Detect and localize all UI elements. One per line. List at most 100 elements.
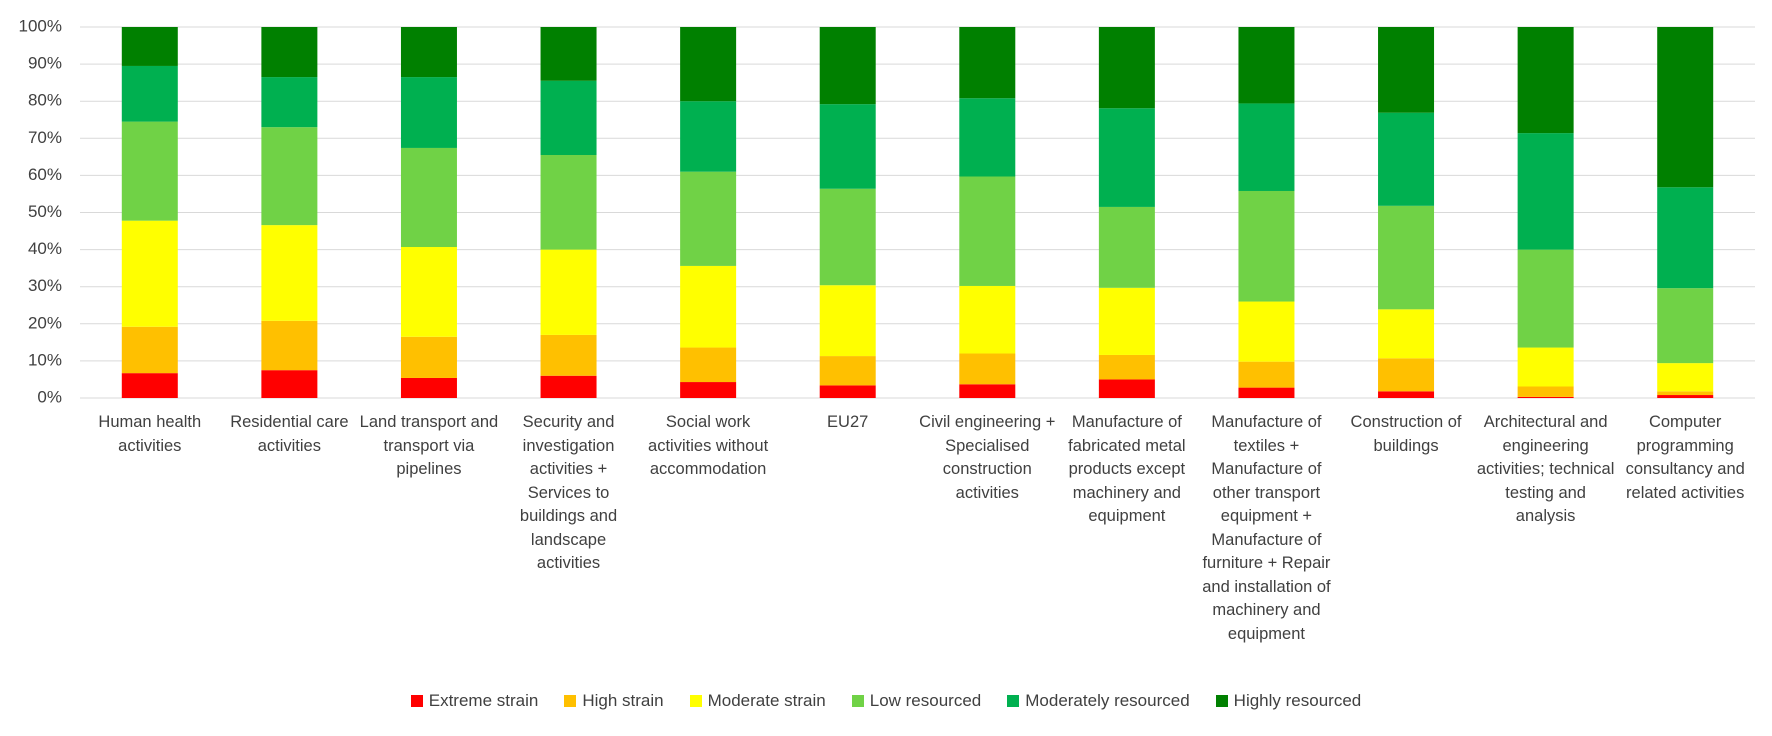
y-tick-label: 90%: [28, 54, 62, 73]
x-tick-label: Manufacture of textiles + Manufacture of…: [1202, 413, 1331, 643]
bar-segment: [121, 65, 178, 122]
legend-swatch: [1007, 695, 1020, 707]
bar-segment: [680, 382, 737, 398]
bar-segment: [1657, 187, 1714, 289]
bar-segment: [1098, 354, 1155, 380]
x-tick-label: Manufacture of fabricated metal products…: [1068, 413, 1186, 525]
bar-segment: [400, 377, 457, 398]
legend-label: Extreme strain: [428, 691, 539, 710]
bar-segment: [400, 247, 457, 337]
bar-segment: [1517, 27, 1574, 134]
bar-segment: [121, 121, 178, 221]
bar-segment: [261, 77, 318, 128]
legend-swatch: [564, 695, 577, 707]
x-tick-label: Computer programming consultancy and rel…: [1625, 413, 1745, 502]
bar-segment: [1378, 112, 1435, 206]
legend-swatch: [689, 695, 702, 707]
bar-segment: [121, 326, 178, 374]
bar-segment: [1378, 27, 1435, 113]
legend-item: Highly resourced: [1215, 691, 1362, 711]
bar-segment: [959, 353, 1016, 385]
bar-segment: [1238, 27, 1295, 104]
bar-segment: [1098, 206, 1155, 288]
legend-label: Moderate strain: [707, 691, 826, 710]
bar-segment: [1238, 301, 1295, 362]
bar-segment: [819, 188, 876, 286]
bar-segment: [1657, 288, 1714, 364]
x-tick-label: Architectural and engineering activities…: [1476, 413, 1615, 525]
legend-item: Extreme strain: [410, 691, 539, 711]
bar-segment: [1238, 387, 1295, 398]
bar-segment: [1657, 391, 1714, 396]
bar-segment: [959, 384, 1016, 398]
bar-segment: [959, 98, 1016, 177]
bar-segment: [1238, 190, 1295, 302]
legend-label: High strain: [582, 691, 664, 710]
y-tick-label: 30%: [28, 276, 62, 295]
bar-segment: [1238, 103, 1295, 191]
bar-segment: [261, 27, 318, 78]
x-tick-label: Security and investigation activities + …: [519, 413, 618, 572]
bar-segment: [540, 249, 597, 335]
bar-segment: [400, 77, 457, 148]
bar-segment: [959, 27, 1016, 99]
x-tick-label: Human health activities: [98, 413, 202, 455]
bar-segment: [959, 285, 1016, 354]
x-tick-label: Land transport and transport via pipelin…: [359, 413, 499, 478]
y-tick-label: 10%: [28, 350, 62, 369]
legend-item: High strain: [564, 691, 664, 711]
bar-segment: [261, 320, 318, 371]
bar-segment: [261, 225, 318, 321]
bar-segment: [540, 80, 597, 155]
legend-item: Moderate strain: [689, 691, 826, 711]
x-tick-label: EU27: [827, 413, 869, 431]
bar-segment: [261, 370, 318, 398]
bar-segment: [1378, 358, 1435, 392]
bar-segment: [1378, 205, 1435, 310]
bar-segment: [819, 104, 876, 189]
y-tick-label: 100%: [19, 16, 62, 35]
y-tick-label: 50%: [28, 202, 62, 221]
y-tick-label: 20%: [28, 313, 62, 332]
bar-segment: [680, 27, 737, 102]
bar-segment: [540, 27, 597, 81]
bar-segment: [1098, 27, 1155, 109]
legend-label: Low resourced: [869, 691, 982, 710]
bar-segment: [819, 385, 876, 398]
x-tick-label: Residential care activities: [230, 413, 349, 455]
bar-segment: [400, 336, 457, 378]
bar-segment: [819, 356, 876, 386]
legend-swatch: [1215, 695, 1228, 707]
legend-item: Moderately resourced: [1007, 691, 1190, 711]
legend: Extreme strain High strain Moderate strain…: [0, 691, 1772, 711]
bar-segment: [1378, 391, 1435, 398]
y-tick-label: 80%: [28, 91, 62, 110]
bar-segment: [121, 220, 178, 327]
bar-segment: [540, 375, 597, 398]
bar-segment: [819, 285, 876, 357]
y-tick-label: 0%: [37, 387, 62, 406]
bar-segment: [540, 154, 597, 250]
bar-segment: [1517, 249, 1574, 348]
legend-swatch: [851, 695, 864, 707]
bar-segment: [680, 347, 737, 383]
bar-segment: [1517, 347, 1574, 387]
y-tick-label: 70%: [28, 128, 62, 147]
bar-segment: [540, 334, 597, 376]
bar-segment: [400, 147, 457, 248]
bar-segment: [1517, 133, 1574, 250]
bar-segment: [1657, 395, 1714, 398]
y-tick-label: 60%: [28, 165, 62, 184]
y-tick-label: 40%: [28, 239, 62, 258]
bar-segment: [680, 265, 737, 348]
bar-segment: [1098, 108, 1155, 207]
bar-segment: [1657, 363, 1714, 392]
x-tick-label: Social work activities without accommoda…: [648, 413, 769, 478]
bar-segment: [1098, 287, 1155, 355]
bar-segment: [121, 373, 178, 398]
bar-segment: [1657, 27, 1714, 188]
bar-segment: [680, 101, 737, 172]
bar-segment: [819, 27, 876, 105]
legend-label: Highly resourced: [1233, 691, 1362, 710]
